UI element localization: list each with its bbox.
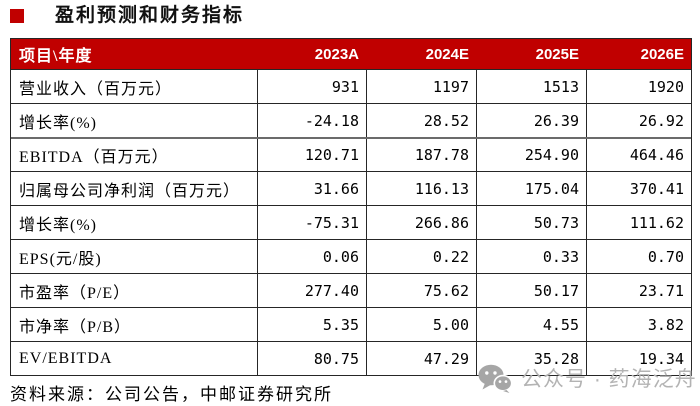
cell-value: 370.41 [586, 172, 691, 205]
cell-value: 0.22 [366, 240, 476, 273]
cell-value: -24.18 [257, 104, 366, 137]
table-row-ebitda: EBITDA（百万元） 120.71 187.78 254.90 464.46 [11, 137, 691, 171]
cell-value: 5.00 [366, 308, 476, 341]
row-label: EV/EBITDA [19, 349, 113, 367]
cell-value: 111.62 [586, 206, 691, 239]
cell-value: 75.62 [366, 274, 476, 307]
header-year-2023a: 2023A [314, 45, 359, 63]
cell-value: 26.92 [586, 104, 691, 137]
table-row-ev-ebitda: EV/EBITDA 80.75 47.29 35.28 19.34 [11, 341, 691, 375]
cell-value: 1513 [476, 70, 586, 103]
cell-value: 31.66 [257, 172, 366, 205]
cell-value: 4.55 [476, 308, 586, 341]
cell-value: 464.46 [586, 139, 691, 171]
cell-value: 23.71 [586, 274, 691, 307]
row-label: 市净率（P/B） [19, 318, 132, 336]
header-item-year: 项目\年度 [19, 48, 93, 65]
cell-value: 187.78 [366, 139, 476, 171]
header-year-2024e: 2024E [425, 45, 469, 63]
title-bullet-square [10, 9, 24, 23]
table-header-row: 项目\年度 2023A 2024E 2025E 2026E [11, 39, 691, 69]
cell-value: 3.82 [586, 308, 691, 341]
header-year-2026e: 2026E [640, 45, 684, 63]
row-label: 增长率(%) [19, 216, 97, 234]
section-title: 盈利预测和财务指标 [55, 5, 245, 26]
cell-value: 47.29 [366, 342, 476, 375]
row-label: 增长率(%) [19, 114, 97, 132]
watermark: 公众号 · 药海泛舟 [478, 360, 697, 396]
cell-value: 254.90 [476, 139, 586, 171]
header-year-2025e: 2025E [535, 45, 579, 63]
cell-value: 0.06 [257, 240, 366, 273]
row-label: EPS(元/股) [19, 250, 102, 268]
cell-value: -75.31 [257, 206, 366, 239]
financial-table: 项目\年度 2023A 2024E 2025E 2026E 营业收入（百万元） … [10, 38, 692, 376]
cell-value: 28.52 [366, 104, 476, 137]
cell-value: 5.35 [257, 308, 366, 341]
table-row-pe: 市盈率（P/E） 277.40 75.62 50.17 23.71 [11, 273, 691, 307]
watermark-text: 公众号 · 药海泛舟 [521, 368, 697, 391]
cell-value: 277.40 [257, 274, 366, 307]
table-row-pb: 市净率（P/B） 5.35 5.00 4.55 3.82 [11, 307, 691, 341]
cell-value: 26.39 [476, 104, 586, 137]
cell-value: 35.28 [476, 342, 586, 375]
cell-value: 0.33 [476, 240, 586, 273]
table-row-profit-growth: 增长率(%) -75.31 266.86 50.73 111.62 [11, 205, 691, 239]
cell-value: 19.34 [586, 342, 691, 375]
table-row-revenue-growth: 增长率(%) -24.18 28.52 26.39 26.92 [11, 103, 691, 137]
table-row-net-profit: 归属母公司净利润（百万元） 31.66 116.13 175.04 370.41 [11, 171, 691, 205]
cell-value: 50.17 [476, 274, 586, 307]
wechat-icon [478, 364, 512, 393]
row-label: 归属母公司净利润（百万元） [19, 182, 241, 200]
cell-value: 120.71 [257, 139, 366, 171]
cell-value: 0.70 [586, 240, 691, 273]
table-row-revenue: 营业收入（百万元） 931 1197 1513 1920 [11, 69, 691, 103]
row-label: 市盈率（P/E） [19, 284, 131, 302]
cell-value: 1920 [586, 70, 691, 103]
cell-value: 80.75 [257, 342, 366, 375]
cell-value: 116.13 [366, 172, 476, 205]
cell-value: 931 [257, 70, 366, 103]
cell-value: 175.04 [476, 172, 586, 205]
cell-value: 50.73 [476, 206, 586, 239]
row-label: EBITDA（百万元） [19, 149, 169, 166]
table-row-eps: EPS(元/股) 0.06 0.22 0.33 0.70 [11, 239, 691, 273]
source-note: 资料来源：公司公告，中邮证券研究所 [10, 385, 333, 404]
cell-value: 266.86 [366, 206, 476, 239]
cell-value: 1197 [366, 70, 476, 103]
row-label: 营业收入（百万元） [19, 80, 173, 98]
